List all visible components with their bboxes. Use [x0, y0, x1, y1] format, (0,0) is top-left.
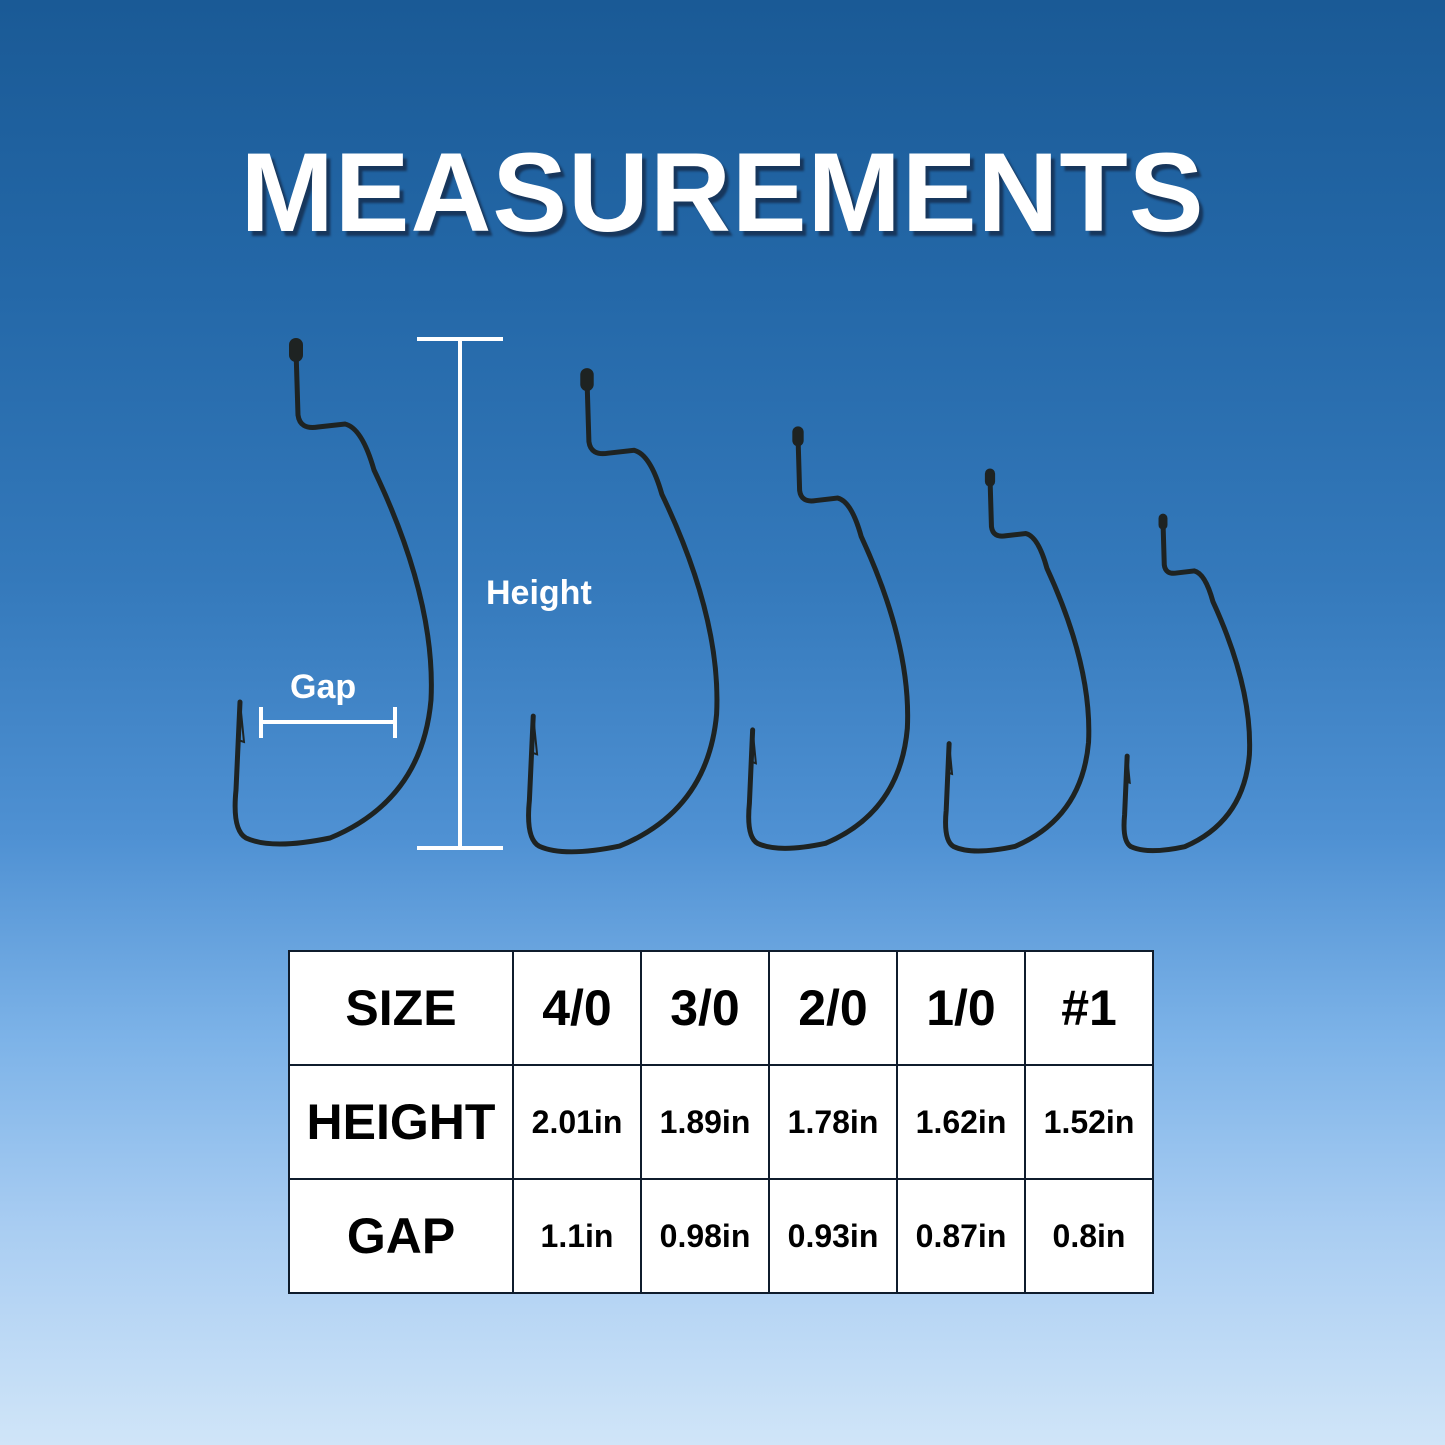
table-row-size: SIZE 4/0 3/0 2/0 1/0 #1: [288, 950, 1154, 1066]
size-cell: 2/0: [768, 950, 898, 1066]
size-cell: #1: [1024, 950, 1154, 1066]
height-cell: 2.01in: [512, 1064, 642, 1180]
row-header: HEIGHT: [288, 1064, 514, 1180]
height-label: Height: [486, 574, 592, 612]
table-row-height: HEIGHT 2.01in 1.89in 1.78in 1.62in 1.52i…: [288, 1064, 1154, 1180]
gap-cell: 0.98in: [640, 1178, 770, 1294]
height-cell: 1.62in: [896, 1064, 1026, 1180]
size-table: SIZE 4/0 3/0 2/0 1/0 #1 HEIGHT 2.01in 1.…: [288, 950, 1154, 1294]
page-title: MEASUREMENTS: [240, 130, 1205, 255]
hook-icon: [235, 338, 431, 844]
height-cell: 1.89in: [640, 1064, 770, 1180]
hook-icon: [946, 468, 1089, 851]
hook-icon: [1124, 513, 1250, 851]
size-cell: 4/0: [512, 950, 642, 1066]
hook-icon: [529, 368, 717, 852]
gap-cell: 0.87in: [896, 1178, 1026, 1294]
height-cell: 1.52in: [1024, 1064, 1154, 1180]
height-cell: 1.78in: [768, 1064, 898, 1180]
row-header: GAP: [288, 1178, 514, 1294]
table-row-gap: GAP 1.1in 0.98in 0.93in 0.87in 0.8in: [288, 1178, 1154, 1294]
hook-icon: [749, 426, 908, 848]
gap-cell: 0.8in: [1024, 1178, 1154, 1294]
gap-dimension-line: [259, 707, 397, 738]
height-dimension-line: [417, 337, 503, 850]
gap-cell: 0.93in: [768, 1178, 898, 1294]
row-header: SIZE: [288, 950, 514, 1066]
size-cell: 1/0: [896, 950, 1026, 1066]
gap-cell: 1.1in: [512, 1178, 642, 1294]
gap-label: Gap: [290, 668, 357, 706]
size-cell: 3/0: [640, 950, 770, 1066]
